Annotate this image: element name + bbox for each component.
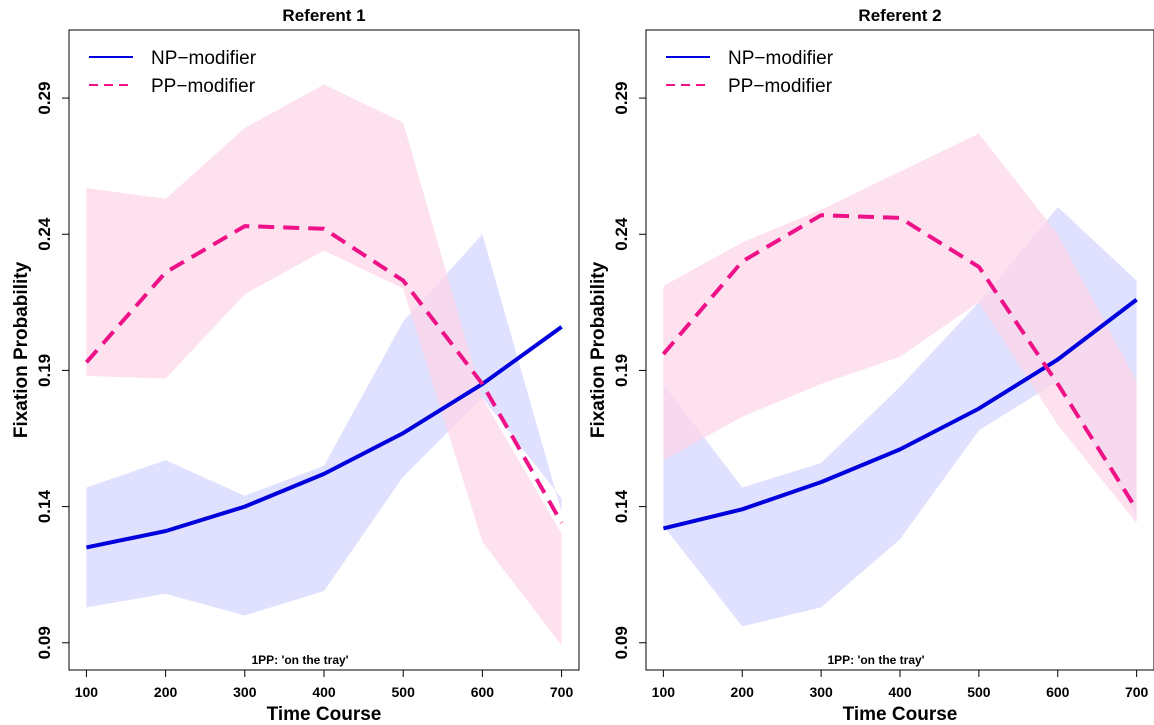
annotation-label: 1PP: 'on the tray' — [827, 653, 924, 667]
x-tick-label: 500 — [392, 684, 416, 700]
series-line-pp-modifier — [661, 213, 1139, 511]
x-tick-label: 600 — [471, 684, 495, 700]
chart-title: Referent 2 — [858, 6, 941, 25]
y-tick-label: 0.14 — [35, 490, 54, 524]
x-tick-label: 300 — [233, 684, 257, 700]
series-line-pp-modifier — [84, 224, 564, 524]
x-tick-label: 200 — [731, 684, 755, 700]
panel-referent-1: Referent 1 100 200 300 400 500 600 700 0.09 0.14 0… — [11, 6, 580, 725]
series-line-np-modifier — [662, 298, 1138, 531]
x-axis-title: Time Course — [843, 704, 958, 725]
y-tick-label: 0.19 — [35, 354, 54, 387]
y-tick-label: 0.09 — [35, 626, 54, 659]
x-tick-label: 300 — [809, 684, 833, 700]
x-tick-label: 700 — [550, 684, 574, 700]
x-tick-label: 100 — [75, 684, 99, 700]
legend-label: NP−modifier — [151, 48, 257, 69]
legend-label: PP−modifier — [728, 76, 833, 97]
x-tick-label: 600 — [1046, 684, 1070, 700]
y-axis-title: Fixation Probability — [588, 261, 609, 438]
y-tick-label: 0.24 — [612, 217, 631, 251]
y-tick-label: 0.29 — [612, 82, 631, 115]
y-tick-label: 0.14 — [612, 490, 631, 524]
y-tick-label: 0.24 — [35, 217, 54, 251]
y-tick-label: 0.19 — [612, 354, 631, 387]
legend-label: NP−modifier — [728, 48, 834, 69]
x-axis-title: Time Course — [267, 704, 382, 725]
y-tick-label: 0.29 — [35, 82, 54, 115]
chart-title: Referent 1 — [282, 6, 365, 25]
confidence-band-pp-modifier — [663, 133, 1137, 523]
x-tick-label: 100 — [652, 684, 676, 700]
x-tick-label: 700 — [1125, 684, 1149, 700]
x-tick-label: 500 — [967, 684, 991, 700]
legend-label: PP−modifier — [151, 76, 256, 97]
x-tick-label: 400 — [312, 684, 336, 700]
panel-referent-2: Referent 2 100 200 300 400 500 600 700 0.09 0.14 0… — [588, 6, 1154, 725]
annotation-label: 1PP: 'on the tray' — [251, 653, 348, 667]
x-tick-label: 200 — [154, 684, 178, 700]
y-tick-label: 0.09 — [612, 626, 631, 659]
y-axis-title: Fixation Probability — [11, 261, 32, 438]
confidence-band-pp-modifier — [86, 84, 562, 646]
x-tick-label: 400 — [888, 684, 912, 700]
